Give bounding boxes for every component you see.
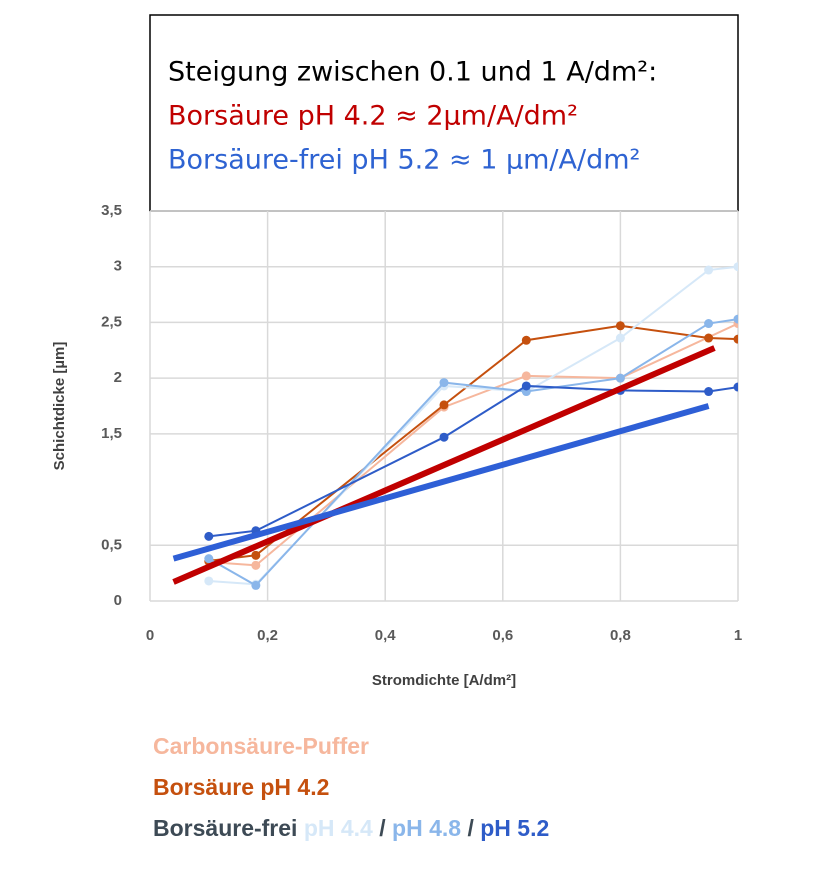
point <box>204 554 214 564</box>
y-axis-label: Schichtdicke [µm] <box>51 342 68 471</box>
point <box>521 335 531 345</box>
legend-entry: pH 4.4 <box>304 815 373 841</box>
point <box>439 378 449 388</box>
x-tick-label: 0,6 <box>492 627 513 644</box>
annotation-box <box>149 14 739 212</box>
point <box>204 531 214 541</box>
point <box>733 334 738 344</box>
x-axis-label: Stromdichte [A/dm²] <box>372 672 516 689</box>
point <box>521 381 531 391</box>
point <box>733 314 738 324</box>
y-tick-label: 3,5 <box>101 202 122 219</box>
series-line <box>208 265 738 586</box>
legend-group-label: Borsäure-frei <box>153 815 297 841</box>
point <box>439 432 449 442</box>
y-tick-label: 0 <box>114 592 122 609</box>
y-tick-label: 1,5 <box>101 425 122 442</box>
point <box>251 580 261 590</box>
series-line <box>208 322 738 567</box>
y-tick-label: 0,5 <box>101 536 122 553</box>
legend-entry: Carbonsäure-Puffer <box>153 733 369 759</box>
point <box>615 321 625 331</box>
trend-line <box>172 403 710 562</box>
plot <box>172 262 738 590</box>
point <box>251 560 261 570</box>
point <box>704 319 714 329</box>
point <box>704 265 714 275</box>
legend-entry: pH 5.2 <box>480 815 549 841</box>
series-line <box>208 384 738 538</box>
annotation-line: Borsäure-frei pH 5.2 ≈ 1 µm/A/dm² <box>168 145 640 176</box>
x-tick-label: 0,8 <box>610 627 631 644</box>
point <box>204 576 214 586</box>
y-tick-label: 3 <box>114 258 122 275</box>
point <box>733 262 738 272</box>
point <box>521 371 531 381</box>
x-tick-label: 1 <box>734 627 742 644</box>
legend-separator: / <box>379 815 386 841</box>
point <box>439 400 449 410</box>
y-tick-label: 2,5 <box>101 313 122 330</box>
point <box>704 333 714 343</box>
point <box>733 382 738 392</box>
legend-group: Borsäure-frei pH 4.4 / pH 4.8 / pH 5.2 <box>153 815 549 841</box>
point <box>704 387 714 397</box>
x-tick-label: 0 <box>146 627 154 644</box>
annotation-line: Steigung zwischen 0.1 und 1 A/dm²: <box>168 57 657 88</box>
x-tick-label: 0,4 <box>375 627 397 644</box>
annotation-line: Borsäure pH 4.2 ≈ 2µm/A/dm² <box>168 101 578 132</box>
legend-entry: Borsäure pH 4.2 <box>153 774 329 800</box>
legend-entry: pH 4.8 <box>392 815 461 841</box>
point <box>615 333 625 343</box>
trend-line <box>172 345 716 585</box>
y-tick-label: 2 <box>114 369 122 386</box>
point <box>251 550 261 560</box>
legend-separator: / <box>467 815 474 841</box>
x-tick-label: 0,2 <box>257 627 278 644</box>
point <box>615 373 625 383</box>
